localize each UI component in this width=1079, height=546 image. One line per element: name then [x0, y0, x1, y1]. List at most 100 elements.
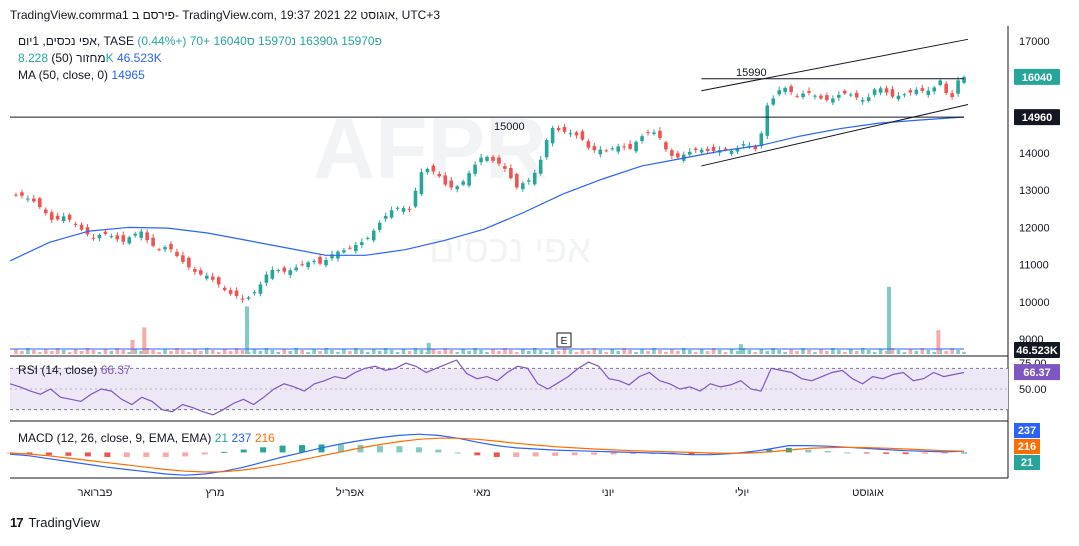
- macd-histogram-bar: [941, 452, 948, 454]
- volume-bar: [330, 350, 334, 354]
- candle-body: [419, 172, 424, 195]
- time-axis[interactable]: פברואר מרץ אפריל מאי יוני יולי אוגוסט: [78, 486, 884, 499]
- volume-bar: [240, 350, 245, 354]
- candle-body: [354, 244, 358, 252]
- candle-body: [175, 251, 179, 257]
- y-tick-label: 14000: [1019, 148, 1050, 160]
- volume-bar: [365, 352, 370, 354]
- macd-histogram-bar: [162, 452, 169, 457]
- macd-value-2: 237: [231, 431, 252, 445]
- volume-bar: [926, 350, 931, 354]
- volume-bar: [389, 350, 394, 354]
- volume-bar: [157, 352, 161, 354]
- volume-bar: [598, 350, 603, 354]
- volume-bar: [628, 350, 632, 354]
- volume-bar: [932, 352, 937, 354]
- volume-bar: [872, 352, 877, 354]
- earnings-marker[interactable]: [556, 332, 572, 348]
- volume-bar: [461, 349, 465, 354]
- candle-body: [449, 180, 454, 188]
- candle-body: [395, 207, 400, 209]
- candle-body: [634, 141, 638, 152]
- volume-bar: [568, 350, 573, 354]
- candle-body: [944, 83, 948, 94]
- candle-body: [127, 237, 132, 244]
- candle-body: [348, 247, 352, 249]
- volume-bar: [896, 350, 901, 354]
- symbol-legend[interactable]: אפי נכסים, 1יום, TASE פ15970 ג16390 נ159…: [18, 34, 382, 48]
- candle-body: [234, 290, 239, 297]
- candle-body: [383, 215, 388, 219]
- candle-body: [43, 209, 48, 214]
- candle-body: [318, 256, 322, 264]
- candle-body: [91, 237, 96, 239]
- candle-body: [312, 260, 316, 262]
- volume-bar: [193, 349, 197, 354]
- volume-bar: [252, 349, 257, 354]
- macd-value-3: 216: [254, 431, 275, 445]
- candle-body: [586, 141, 591, 148]
- macd-histogram-bar: [961, 452, 968, 454]
- volume-bar: [562, 348, 567, 354]
- macd-histogram-bar: [630, 452, 637, 455]
- candle-body: [228, 290, 233, 294]
- price-axis[interactable]: 9000100001100012000130001400015000160001…: [1014, 36, 1060, 470]
- candle-body: [115, 235, 120, 240]
- candle-body: [920, 88, 925, 91]
- volume-spike: [936, 330, 941, 354]
- volume-bar: [741, 348, 746, 354]
- volume-bar: [204, 348, 209, 354]
- volume-bar: [854, 351, 859, 354]
- macd-histogram-bar: [415, 447, 422, 453]
- volume-bar: [521, 349, 525, 354]
- volume-bar: [944, 351, 948, 354]
- trend-line: [701, 38, 969, 92]
- macd-histogram-bar: [104, 452, 111, 457]
- volume-spike: [142, 327, 147, 354]
- candle-body: [306, 262, 310, 268]
- candle-body: [687, 151, 692, 155]
- candle-body: [371, 230, 376, 241]
- volume-bar: [294, 348, 299, 354]
- volume-bar: [199, 351, 203, 354]
- volume-bar: [837, 350, 841, 354]
- volume-bar: [449, 350, 454, 354]
- volume-bar: [497, 351, 501, 354]
- volume-legend[interactable]: מחזור (50) 8.228K 46.523K: [18, 51, 162, 65]
- volume-bar: [825, 351, 829, 354]
- macd-histogram-bar: [824, 451, 831, 453]
- macd-legend[interactable]: MACD (12, 26, close, 9, EMA, EMA) 21 237…: [18, 431, 275, 445]
- macd-histogram-bar: [182, 452, 189, 457]
- footer-brand[interactable]: 17 TradingView: [10, 515, 100, 530]
- macd-histogram-bar: [552, 452, 559, 456]
- candle-body: [783, 87, 787, 92]
- macd-histogram-bar: [201, 452, 208, 455]
- volume-value-1: 8.228K: [18, 51, 114, 65]
- rsi-legend[interactable]: RSI (14, close) 66.37: [18, 363, 131, 377]
- volume-bar: [20, 351, 24, 354]
- candle-body: [103, 231, 108, 234]
- candle-body: [300, 264, 304, 266]
- macd-histogram-bar: [844, 452, 851, 454]
- macd-value-1: 21: [214, 431, 229, 445]
- volume-spike: [245, 306, 250, 354]
- candle-body: [294, 267, 299, 271]
- candle-body: [771, 98, 776, 105]
- volume-bar: [479, 350, 483, 354]
- volume-bar: [395, 352, 400, 354]
- candle-body: [455, 186, 459, 190]
- candle-body: [646, 132, 650, 134]
- volume-bar: [509, 350, 513, 354]
- candle-body: [282, 267, 287, 272]
- ma-legend[interactable]: MA (50, close, 0) 14965: [18, 68, 145, 82]
- volume-label: מחזור (50): [51, 51, 106, 65]
- volume-bar: [413, 348, 418, 354]
- volume-bar: [300, 350, 304, 354]
- candle-body: [622, 146, 626, 148]
- volume-bar: [443, 348, 448, 354]
- volume-label: 46.523K: [1016, 345, 1058, 357]
- volume-bar: [312, 349, 316, 354]
- volume-bar: [860, 348, 865, 354]
- candle-body: [628, 143, 632, 149]
- macd-histogram-bar: [143, 452, 150, 457]
